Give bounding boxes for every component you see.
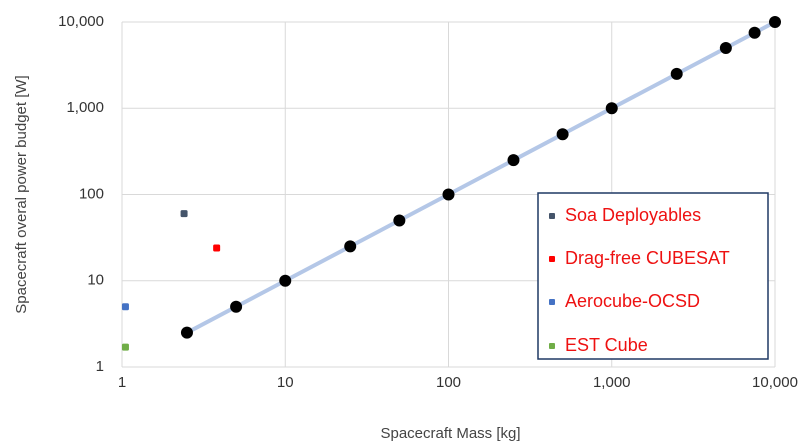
data-point xyxy=(670,67,683,80)
data-point xyxy=(121,303,129,311)
y-axis-title: Spacecraft overal power budget [W] xyxy=(13,75,30,313)
legend-label: Drag-free CUBESAT xyxy=(565,248,730,268)
data-point xyxy=(507,154,520,167)
legend-marker xyxy=(549,343,555,349)
legend-label: EST Cube xyxy=(565,335,648,355)
data-point xyxy=(121,343,129,351)
y-tick-label: 10,000 xyxy=(58,13,104,30)
data-point xyxy=(279,274,292,287)
legend-box xyxy=(537,192,769,360)
x-tick-label: 10 xyxy=(277,374,294,391)
data-point xyxy=(180,326,193,339)
data-point xyxy=(213,244,221,252)
x-tick-label: 10,000 xyxy=(752,374,798,391)
data-point xyxy=(719,41,732,54)
legend-marker xyxy=(549,256,555,262)
data-point xyxy=(180,210,188,218)
data-point xyxy=(442,188,455,201)
legend-label: Soa Deployables xyxy=(565,205,701,225)
data-point xyxy=(769,16,781,28)
gridlines xyxy=(121,21,776,368)
main-series xyxy=(180,16,781,339)
data-point xyxy=(393,214,406,227)
x-tick-label: 1 xyxy=(118,374,126,391)
legend-label: Aerocube-OCSD xyxy=(565,291,700,311)
y-tick-label: 1 xyxy=(96,358,104,375)
legend-marker xyxy=(549,213,555,219)
legend-marker xyxy=(549,299,555,305)
data-point xyxy=(230,300,243,313)
x-axis-title: Spacecraft Mass [kg] xyxy=(380,425,520,442)
x-tick-label: 100 xyxy=(436,374,461,391)
y-tick-label: 10 xyxy=(87,272,104,289)
series-est-cube xyxy=(121,343,129,351)
series-aerocube-ocsd xyxy=(121,303,129,311)
data-point xyxy=(344,240,357,253)
series-soa-deployables xyxy=(180,210,188,218)
data-point xyxy=(556,128,569,141)
data-point xyxy=(748,26,761,39)
legend: Soa Deployables Drag-free CUBESAT Aerocube… xyxy=(537,192,769,360)
series-drag-free-cubesat xyxy=(213,244,221,252)
x-tick-label: 1,000 xyxy=(593,374,631,391)
y-tick-label: 100 xyxy=(79,185,104,202)
data-point xyxy=(605,102,618,115)
y-tick-label: 1,000 xyxy=(66,99,104,116)
